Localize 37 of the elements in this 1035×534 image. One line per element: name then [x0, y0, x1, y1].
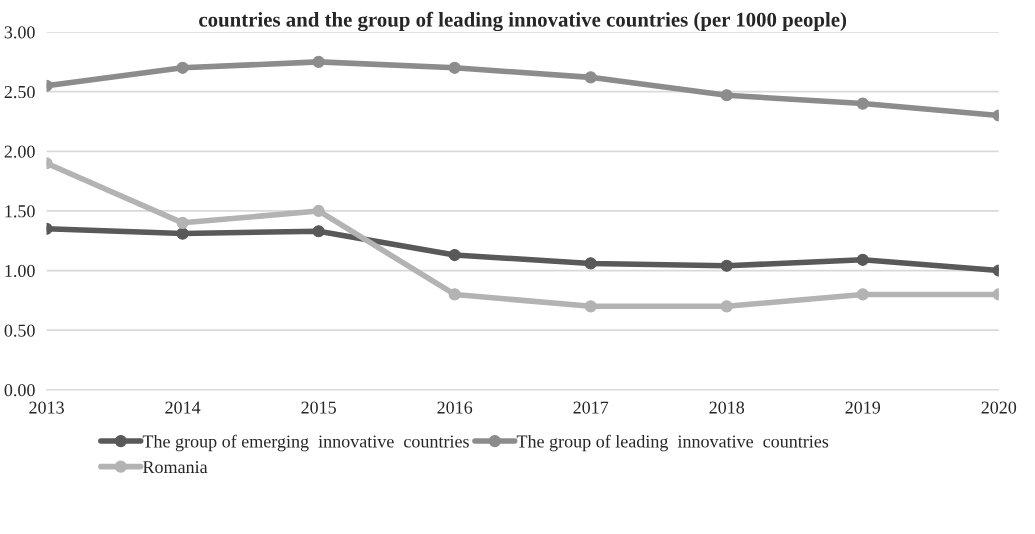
y-tick-label: 1.50	[5, 205, 35, 218]
y-tick-label: 3.00	[4, 26, 35, 39]
x-tick-label: 2018	[709, 401, 745, 414]
point	[176, 61, 189, 74]
y-tick-label: 1.00	[5, 264, 35, 278]
point	[584, 300, 597, 313]
point	[176, 216, 189, 229]
point	[856, 97, 869, 110]
point	[856, 288, 869, 301]
point	[720, 259, 733, 272]
point	[312, 225, 325, 238]
point	[312, 204, 325, 218]
y-tick-label: 2.50	[4, 85, 35, 99]
legend-label: The group of emerging innovative countries	[142, 434, 469, 452]
y-tick-label: 2.00	[4, 145, 35, 158]
y-tick-label: 0.00	[4, 384, 35, 397]
x-tick-label: 2019	[845, 401, 881, 414]
point	[176, 227, 189, 240]
point	[448, 288, 461, 301]
x-tick-label: 2013	[29, 401, 64, 414]
point	[448, 248, 461, 262]
x-tick-label: 2014	[165, 401, 201, 414]
chart-title: countries and the group of leading innovative countries (per 1000 people)	[199, 11, 847, 32]
point	[584, 71, 597, 84]
x-tick-label: 2020	[981, 401, 1017, 414]
point	[584, 257, 597, 270]
point	[856, 253, 869, 266]
point	[720, 300, 733, 313]
point	[448, 61, 461, 74]
legend-label: Romania	[142, 461, 208, 474]
x-tick-label: 2017	[573, 401, 609, 414]
x-tick-label: 2016	[437, 401, 473, 414]
point	[720, 89, 733, 102]
x-tick-label: 2015	[301, 401, 336, 414]
y-tick-label: 0.50	[4, 324, 35, 337]
point	[312, 55, 325, 68]
legend-label: The group of leading innovative countries	[516, 434, 829, 452]
